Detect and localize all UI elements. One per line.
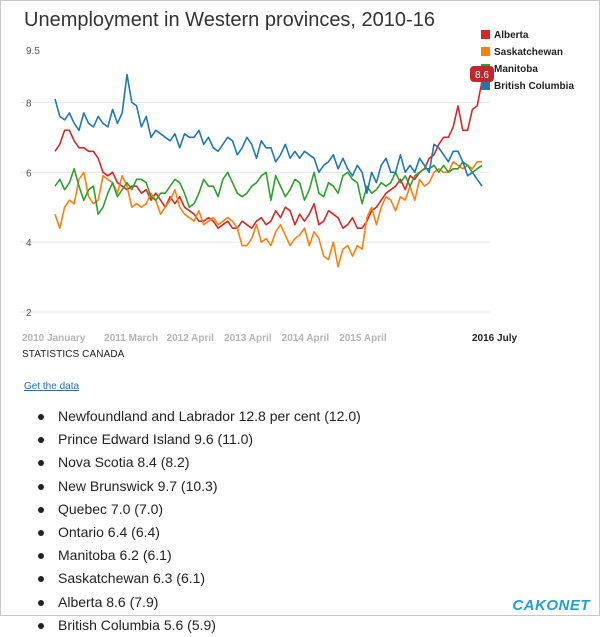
x-tick-label: 2015 April — [339, 333, 387, 344]
series-lines — [54, 73, 483, 268]
list-item: Quebec 7.0 (7.0) — [38, 498, 361, 521]
legend-swatch — [481, 47, 490, 56]
line-chart: 9.5 8 6 4 2 2010 January 2011 March 2012 April… — [20, 30, 574, 344]
series-line-manitoba — [54, 161, 483, 215]
y-tick-label: 9.5 — [26, 46, 40, 57]
legend-label: British Columbia — [494, 81, 574, 92]
list-item: Newfoundland and Labrador 12.8 per cent … — [38, 405, 361, 428]
legend-label: Saskatchewan — [494, 47, 563, 58]
x-tick-label: 2014 April — [282, 333, 330, 344]
watermark-logo: CAKONET — [512, 597, 590, 614]
get-data-link[interactable]: Get the data — [24, 381, 80, 392]
list-item: New Brunswick 9.7 (10.3) — [38, 475, 361, 498]
series-line-british-columbia — [54, 73, 483, 194]
y-tick-label: 4 — [26, 238, 32, 249]
x-tick-label: 2011 March — [104, 333, 158, 344]
legend-swatch — [481, 81, 490, 90]
legend: Alberta Saskatchewan Manitoba British Colum… — [481, 30, 574, 92]
legend-label: Manitoba — [494, 64, 538, 75]
list-item: Manitoba 6.2 (6.1) — [38, 544, 361, 567]
list-item: Alberta 8.6 (7.9) — [38, 591, 361, 614]
series-line-saskatchewan — [54, 161, 482, 268]
x-tick-label: 2016 July — [472, 333, 517, 344]
source-credit: STATISTICS CANADA — [22, 349, 125, 360]
y-tick-label: 2 — [26, 308, 32, 319]
x-tick-label: 2013 April — [224, 333, 272, 344]
end-label-badge — [470, 66, 494, 82]
end-value-label: 8.6 — [470, 66, 494, 82]
chart-title: Unemployment in Western provinces, 2010-… — [24, 9, 435, 31]
x-axis-ticks: 2010 January 2011 March 2012 April 2013 Apr… — [22, 333, 517, 344]
y-tick-label: 8 — [26, 98, 32, 109]
end-label-text: 8.6 — [475, 70, 489, 81]
list-item: Ontario 6.4 (6.4) — [38, 521, 361, 544]
list-item: British Columbia 5.6 (5.9) — [38, 614, 361, 637]
x-tick-label: 2010 January — [22, 333, 86, 344]
list-item: Nova Scotia 8.4 (8.2) — [38, 451, 361, 474]
y-tick-label: 6 — [26, 168, 32, 179]
series-line-alberta — [54, 81, 483, 229]
grid-lines — [20, 101, 490, 313]
province-rates-list: Newfoundland and Labrador 12.8 per cent … — [38, 405, 361, 637]
legend-label: Alberta — [494, 30, 529, 41]
list-item: Saskatchewan 6.3 (6.1) — [38, 567, 361, 590]
x-tick-label: 2012 April — [167, 333, 215, 344]
y-axis-ticks: 9.5 8 6 4 2 — [26, 46, 40, 319]
list-item: Prince Edward Island 9.6 (11.0) — [38, 428, 361, 451]
legend-swatch — [481, 30, 490, 39]
